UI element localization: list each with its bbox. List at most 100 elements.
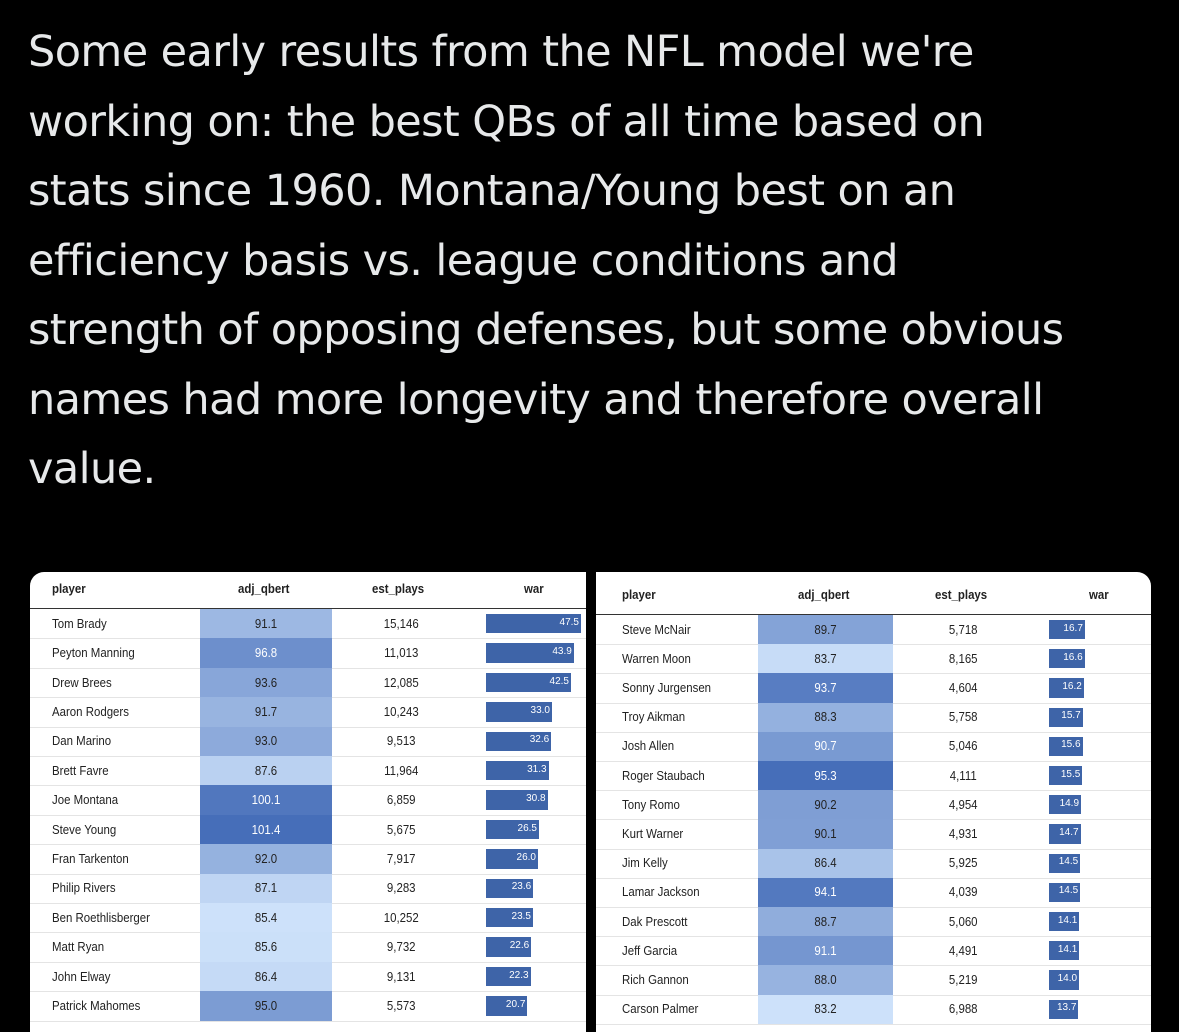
column-header: adj_qbert (238, 581, 290, 596)
qbert-shade (200, 697, 332, 727)
player-name: Troy Aikman (622, 709, 686, 725)
war-bar (1049, 736, 1083, 756)
est-plays: 8,165 (948, 650, 978, 666)
adj-qbert: 87.6 (254, 762, 278, 778)
war-value: 13.7 (1056, 1002, 1077, 1014)
war-bar (486, 819, 539, 840)
est-plays: 5,219 (948, 972, 978, 987)
war-bar (486, 731, 552, 751)
player-name: Lamar Jackson (622, 884, 700, 900)
column-header: war (524, 581, 544, 596)
player-name: Steve Young (52, 821, 117, 837)
header-rule (596, 614, 1151, 615)
qbert-shade (200, 756, 332, 786)
adj-qbert: 95.0 (254, 997, 278, 1013)
est-plays: 4,931 (948, 826, 978, 841)
qbert-shade (758, 731, 893, 761)
war-bar (1049, 912, 1080, 932)
column-header: est_plays (935, 587, 988, 602)
war-bar (1049, 941, 1080, 961)
player-name: Aaron Rodgers (52, 703, 129, 719)
qbert-shade (758, 673, 893, 703)
qbert-shade (758, 702, 893, 732)
player-name: Warren Moon (622, 650, 691, 666)
post-text: Some early results from the NFL model we… (28, 18, 1064, 505)
player-name: Jeff Garcia (622, 942, 678, 958)
adj-qbert: 93.0 (254, 733, 278, 749)
adj-qbert: 86.4 (254, 968, 278, 984)
post-line: names had more longevity and therefore o… (28, 374, 1044, 425)
qbert-shade (200, 932, 332, 962)
adj-qbert: 90.1 (814, 826, 837, 841)
adj-qbert: 91.1 (814, 942, 837, 958)
qbert-shade (200, 638, 332, 668)
adj-qbert: 86.4 (814, 855, 837, 871)
player-name: John Elway (52, 968, 111, 984)
est-plays: 5,573 (386, 997, 416, 1013)
player-name: Tom Brady (52, 615, 107, 631)
war-bar (1049, 649, 1085, 669)
adj-qbert: 101.4 (251, 821, 281, 837)
qbert-shade (200, 991, 332, 1021)
qbert-shade (758, 877, 893, 907)
adj-qbert: 88.0 (814, 972, 837, 987)
war-value: 16.7 (1063, 622, 1083, 634)
qbert-shade (758, 615, 893, 645)
qbert-shade (758, 644, 893, 674)
war-value: 20.7 (505, 998, 526, 1010)
player-name: Matt Ryan (52, 939, 105, 955)
player-name: Ben Roethlisberger (52, 909, 150, 925)
qbert-shade (758, 790, 893, 820)
est-plays: 5,925 (948, 855, 978, 871)
est-plays: 5,675 (386, 821, 416, 837)
qbert-shade (758, 848, 893, 878)
qbert-shade (758, 761, 893, 791)
war-value: 22.6 (509, 940, 530, 952)
table: player adj_qbert est_plays war Steve McNair 8… (596, 572, 1151, 1032)
war-bar (1049, 970, 1080, 990)
war-value: 23.6 (511, 881, 532, 893)
player-name: Tony Romo (622, 796, 680, 812)
table: player adj_qbert est_plays war Tom Brady 91.1… (30, 572, 586, 1032)
adj-qbert: 90.7 (814, 738, 837, 754)
war-value: 14.0 (1057, 973, 1078, 984)
adj-qbert: 100.1 (251, 792, 281, 808)
adj-qbert: 88.7 (814, 913, 837, 929)
player-name: Sonny Jurgensen (622, 680, 712, 695)
war-bar (486, 614, 581, 634)
war-bar (486, 966, 531, 987)
est-plays: 5,718 (948, 621, 978, 637)
war-value: 22.3 (509, 969, 529, 981)
est-plays: 5,060 (948, 913, 978, 929)
post-line: stats since 1960. Montana/Young best on … (28, 166, 956, 216)
war-value: 30.8 (526, 793, 546, 805)
war-value: 43.9 (552, 646, 572, 658)
war-value: 33.0 (530, 704, 550, 716)
qbert-shade (200, 873, 332, 903)
adj-qbert: 96.8 (254, 645, 278, 661)
war-value: 16.2 (1062, 681, 1082, 692)
war-value: 14.1 (1057, 943, 1078, 955)
est-plays: 10,243 (383, 703, 419, 719)
adj-qbert: 91.1 (254, 615, 278, 631)
qbert-shade (758, 965, 893, 995)
est-plays: 6,988 (948, 1001, 978, 1017)
war-value: 14.7 (1059, 827, 1079, 838)
war-value: 14.5 (1058, 856, 1079, 868)
war-value: 16.6 (1063, 651, 1083, 663)
war-bar (486, 849, 538, 869)
est-plays: 9,131 (386, 968, 416, 984)
qbert-shade (200, 667, 332, 698)
est-plays: 10,252 (383, 909, 419, 925)
qbert-shade (200, 814, 332, 845)
player-name: Dan Marino (52, 733, 112, 749)
player-name: Patrick Mahomes (52, 997, 141, 1013)
adj-qbert: 85.4 (254, 909, 278, 925)
war-value: 32.6 (529, 734, 550, 746)
est-plays: 4,954 (948, 796, 978, 812)
war-bar (486, 672, 571, 693)
column-header: adj_qbert (798, 587, 850, 602)
column-header: player (52, 581, 86, 596)
player-name: Roger Staubach (622, 767, 705, 783)
player-name: Fran Tarkenton (52, 850, 129, 866)
